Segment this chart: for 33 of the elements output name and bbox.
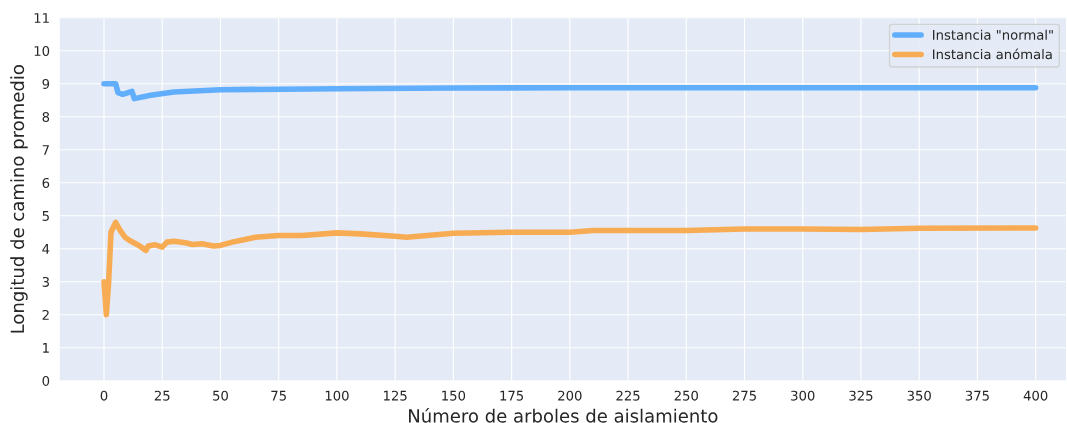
x-tick-label: 300 <box>791 390 815 401</box>
x-tick-label: 50 <box>213 390 228 401</box>
x-axis-title: Número de arboles de aislamiento <box>409 408 718 423</box>
x-tick-label: 25 <box>154 390 170 401</box>
legend-label: Instancia anómala <box>933 48 1052 60</box>
x-tick-label: 0 <box>100 390 108 401</box>
y-tick-label: 3 <box>42 276 49 287</box>
y-tick-label: 8 <box>42 111 50 122</box>
x-tick-label: 75 <box>271 390 286 401</box>
y-tick-label: 1 <box>43 343 49 353</box>
x-tick-label: 275 <box>732 390 756 401</box>
y-tick-label: 4 <box>42 244 50 254</box>
x-tick-label: 375 <box>965 390 989 401</box>
y-axis-title: Longitud de camino promedio <box>10 65 28 333</box>
x-tick-label: 400 <box>1023 390 1048 401</box>
y-tick-label: 10 <box>34 45 50 56</box>
y-tick-label: 7 <box>42 145 49 155</box>
x-tick-label: 350 <box>907 390 931 401</box>
x-tick-label: 250 <box>674 390 698 401</box>
x-tick-label: 225 <box>616 390 640 401</box>
x-tick-label: 150 <box>442 390 466 401</box>
x-tick-label: 125 <box>384 390 407 401</box>
y-tick-label: 6 <box>42 177 50 188</box>
y-tick-label: 2 <box>42 309 49 320</box>
x-tick-label: 200 <box>558 390 582 401</box>
y-tick-label: 0 <box>42 375 50 386</box>
x-tick-label: 100 <box>325 390 349 401</box>
x-tick-label: 325 <box>849 390 873 401</box>
y-tick-label: 5 <box>42 211 49 221</box>
x-tick-label: 175 <box>500 390 524 401</box>
y-tick-label: 11 <box>34 13 49 23</box>
y-tick-label: 9 <box>42 78 50 89</box>
legend-label: Instancia "normal" <box>933 29 1053 40</box>
